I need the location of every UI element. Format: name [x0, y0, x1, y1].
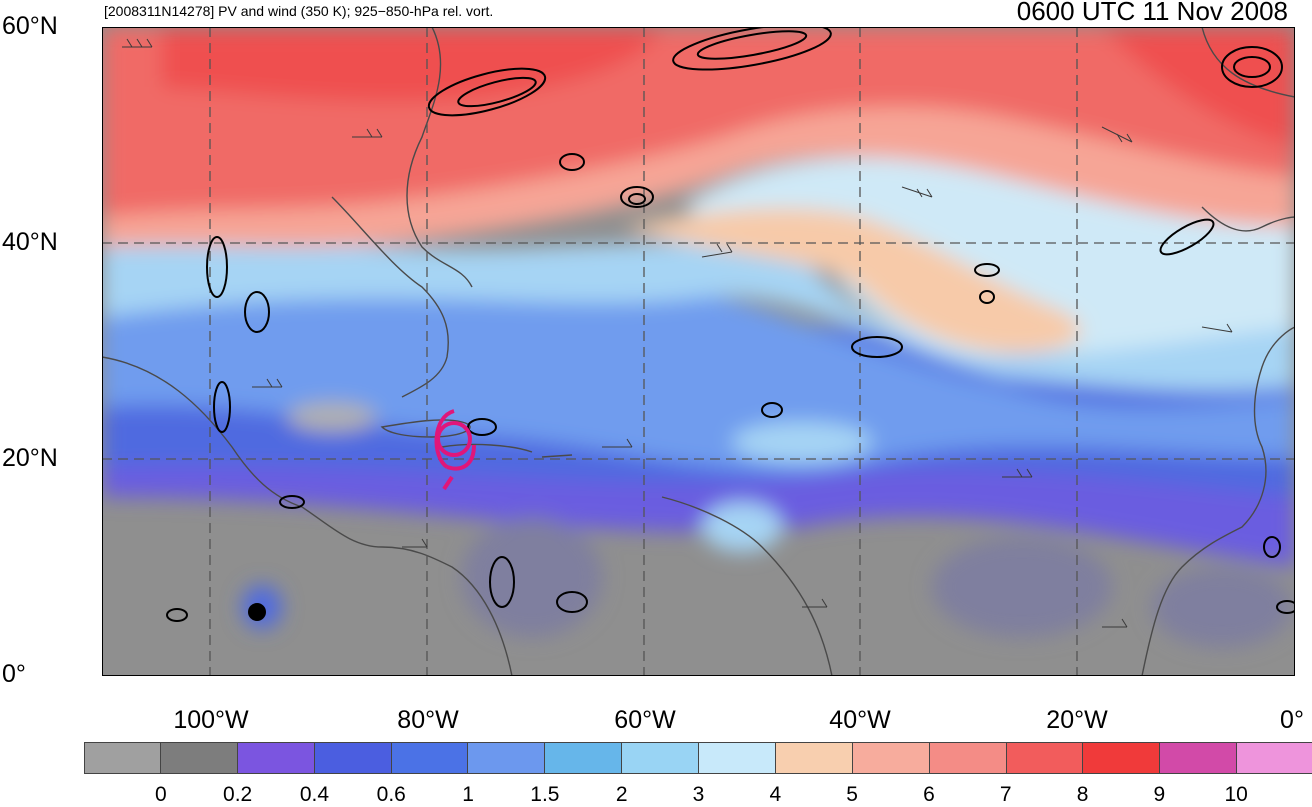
colorbar-tick-label: 7: [999, 783, 1012, 806]
colorbar: [84, 742, 1312, 774]
colorbar-swatch: [468, 742, 546, 774]
colorbar-swatch: [84, 742, 161, 774]
colorbar-tick-label: 3: [692, 783, 705, 806]
colorbar-swatch: [1160, 742, 1238, 774]
colorbar-swatch: [314, 742, 392, 774]
coastlines: [102, 27, 1295, 676]
colorbar-swatch: [237, 742, 315, 774]
colorbar-swatch: [545, 742, 623, 774]
colorbar-swatch: [391, 742, 469, 774]
colorbar-tick-label: 0.2: [223, 783, 253, 806]
lat-label-0: 0°: [2, 660, 26, 688]
colorbar-swatch: [1006, 742, 1084, 774]
lon-label-60w: 60°W: [614, 706, 676, 734]
colorbar-swatch: [1083, 742, 1161, 774]
lon-label-40w: 40°W: [829, 706, 891, 734]
colorbar-tick-label: 0: [154, 783, 167, 806]
pv-field-light-blue: [102, 217, 1295, 392]
colorbar-tick-label: 0.6: [376, 783, 406, 806]
pv-field-deep-red: [162, 27, 662, 102]
map-title-left: [2008311N14278] PV and wind (350 K); 925…: [104, 3, 494, 19]
colorbar-tick-label: 9: [1153, 783, 1166, 806]
vorticity-contours: [166, 27, 1295, 622]
lon-label-0: 0°: [1280, 706, 1304, 734]
graticule: [102, 27, 1295, 676]
colorbar-swatch: [852, 742, 930, 774]
colorbar-swatch: [1237, 742, 1312, 774]
colorbar-tick-label: 2: [615, 783, 628, 806]
colorbar-tick-label: 6: [923, 783, 935, 806]
colorbar-swatch: [775, 742, 853, 774]
lon-label-80w: 80°W: [397, 706, 459, 734]
colorbar-tick-label: 0.4: [299, 783, 330, 806]
colorbar-tick-label: 1: [462, 783, 474, 806]
lat-label-40n: 40°N: [2, 228, 58, 256]
lon-label-100w: 100°W: [173, 706, 249, 734]
map-title-right: 0600 UTC 11 Nov 2008: [1016, 0, 1288, 26]
colorbar-tick-label: 1.5: [530, 783, 560, 806]
storm-center-marker: [434, 409, 476, 491]
colorbar-swatch: [160, 742, 238, 774]
map-plot: [102, 27, 1295, 676]
colorbar-tick-label: 8: [1076, 783, 1089, 806]
colorbar-swatch: [622, 742, 699, 774]
colorbar-swatch: [699, 742, 776, 774]
colorbar-tick-label: 5: [846, 783, 858, 806]
colorbar-swatch: [929, 742, 1007, 774]
lon-label-20w: 20°W: [1046, 706, 1108, 734]
wind-barbs: [122, 38, 1233, 628]
colorbar-tick-label: 4: [769, 783, 782, 806]
pv-field-peach: [622, 208, 1081, 353]
lat-label-60n: 60°N: [2, 12, 58, 40]
lat-label-20n: 20°N: [2, 444, 58, 472]
colorbar-tick-label: 10: [1224, 783, 1248, 806]
